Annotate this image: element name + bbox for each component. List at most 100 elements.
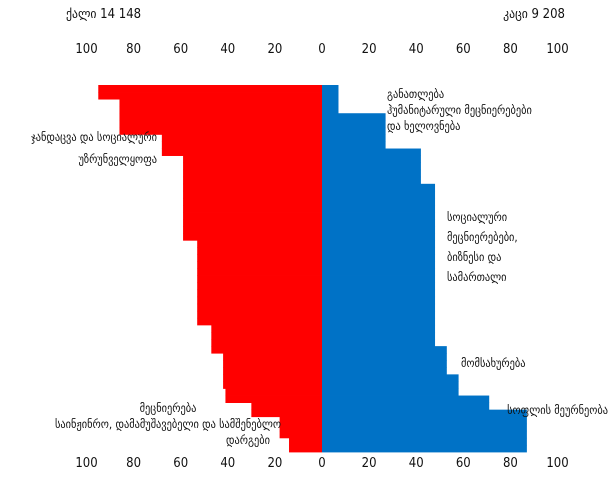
female-bar-segment [183, 169, 322, 178]
female-bar-segment [183, 226, 322, 234]
male-bar-segment [322, 190, 436, 199]
male-bar-segment [322, 282, 436, 291]
female-bar-segment [225, 388, 322, 396]
category-label: მეცნიერებები, [447, 230, 518, 244]
top-axis-tick-label: 0 [318, 42, 325, 57]
top-axis-tick-label: 100 [546, 42, 568, 57]
male-bar-segment [322, 169, 421, 178]
male-bar-segment [322, 416, 527, 425]
female-bar-segment [197, 289, 322, 298]
male-bar-segment [322, 423, 527, 432]
female-bar-segment [279, 423, 322, 432]
female-bar-segment [289, 444, 322, 453]
male-bar-segment [322, 233, 436, 241]
bottom-axis-tick-label: 80 [503, 456, 518, 471]
male-bar-segment [322, 268, 436, 276]
male-bar-segment [322, 106, 339, 114]
male-bar-segment [322, 409, 527, 418]
bottom-axis-tick-label: 20 [362, 456, 377, 471]
female-bar-segment [197, 240, 322, 248]
male-bar-segment [322, 99, 339, 107]
female-bar-segment [197, 268, 322, 276]
male-bar-segment [322, 85, 339, 93]
top-axis-tick-label: 40 [220, 42, 235, 57]
category-labels-layer: განათლება ჰუმანიტარული მეცნიერებები და ხელ… [31, 87, 608, 447]
male-bar-segment [322, 310, 436, 319]
male-bar-segment [322, 374, 459, 382]
male-bar-segment [322, 296, 436, 305]
female-bar-segment [197, 247, 322, 255]
female-bar-segment [251, 409, 322, 418]
female-bar-segment [183, 190, 322, 199]
male-bar-segment [322, 92, 339, 100]
male-total-header: კაცი 9 208 [503, 7, 565, 22]
female-bar-segment [119, 120, 322, 128]
male-bar-segment [322, 339, 436, 347]
bars-layer [98, 85, 527, 453]
category-label: ჯანდაცვა და სოციალური [31, 130, 157, 144]
category-label: მეცნიერება [140, 401, 197, 415]
male-bar-segment [322, 155, 421, 164]
category-label: და ხელოვნება [387, 119, 460, 133]
female-bar-segment [197, 275, 322, 284]
male-bar-segment [322, 430, 527, 439]
female-bar-segment [279, 430, 322, 439]
male-bar-segment [322, 275, 436, 284]
top-axis-tick-label: 40 [409, 42, 424, 57]
category-label: განათლება [387, 87, 444, 101]
female-bar-segment [183, 176, 322, 185]
top-axis-tick-label: 100 [75, 42, 97, 57]
top-axis-tick-label: 60 [173, 42, 188, 57]
female-bar-segment [119, 127, 322, 135]
bottom-axis-tick-label: 60 [173, 456, 188, 471]
ticks-layer: 100 80 60 40 20 0 20 40 60 80 100 100 80 60 40 20 0 20 40 6… [75, 42, 568, 471]
male-bar-segment [322, 226, 436, 234]
male-bar-segment [322, 127, 386, 135]
male-bar-segment [322, 381, 459, 389]
female-bar-segment [223, 381, 322, 389]
bottom-axis-tick-label: 20 [267, 456, 282, 471]
female-bar-segment [183, 197, 322, 206]
female-bar-segment [161, 134, 322, 142]
bottom-axis-tick-label: 100 [75, 456, 97, 471]
male-bar-segment [322, 113, 386, 121]
male-bar-segment [322, 204, 436, 213]
female-bar-segment [183, 162, 322, 171]
category-label: ბიზნესი და [447, 250, 501, 264]
top-axis-tick-label: 60 [456, 42, 471, 57]
male-bar-segment [322, 388, 459, 396]
bottom-axis-tick-label: 0 [318, 456, 325, 471]
male-bar-segment [322, 247, 436, 255]
female-bar-segment [225, 395, 322, 403]
male-bar-segment [322, 289, 436, 298]
bottom-axis-tick-label: 40 [409, 456, 424, 471]
female-bar-segment [197, 261, 322, 269]
male-bar-segment [322, 444, 527, 453]
bottom-axis-tick-label: 60 [456, 456, 471, 471]
male-bar-segment [322, 176, 421, 185]
female-bar-segment [251, 402, 322, 411]
female-bar-segment [289, 437, 322, 446]
bottom-axis-tick-label: 80 [126, 456, 141, 471]
female-bar-segment [119, 106, 322, 114]
female-bar-segment [197, 282, 322, 291]
category-label: სამართალი [447, 270, 506, 284]
female-bar-segment [223, 353, 322, 361]
female-bar-segment [211, 346, 322, 354]
female-bar-segment [161, 148, 322, 156]
category-label: უზრუნველყოფა [78, 152, 157, 166]
female-bar-segment [197, 296, 322, 305]
male-bar-segment [322, 324, 436, 333]
bottom-axis-tick-label: 40 [220, 456, 235, 471]
female-bar-segment [183, 204, 322, 213]
male-bar-segment [322, 197, 436, 206]
male-bar-segment [322, 261, 436, 269]
category-label: მომსახურება [461, 356, 526, 370]
male-bar-segment [322, 367, 447, 375]
male-bar-segment [322, 162, 421, 171]
female-bar-segment [98, 92, 322, 100]
female-bar-segment [279, 416, 322, 425]
female-bar-segment [161, 141, 322, 149]
category-label: ჰუმანიტარული მეცნიერებები [387, 103, 532, 117]
